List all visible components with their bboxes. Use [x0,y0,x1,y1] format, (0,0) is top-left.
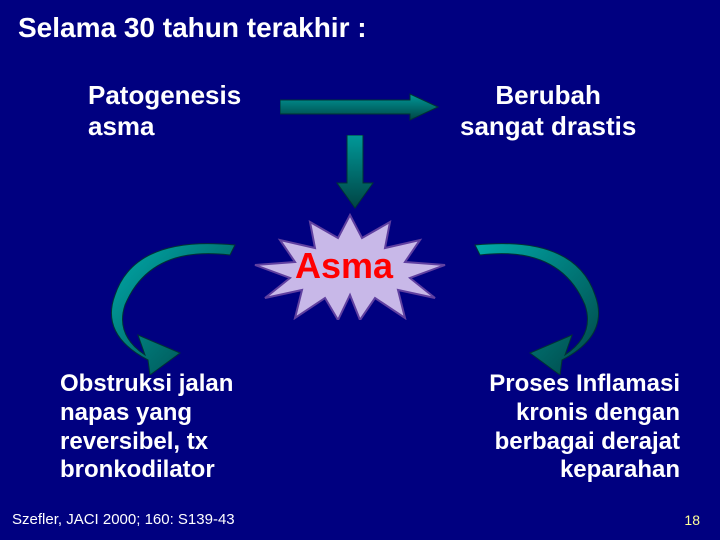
arrow-horizontal-icon [280,92,440,122]
text-bottom-left: Obstruksi jalannapas yangreversibel, txb… [60,370,233,485]
text-top-right: Berubahsangat drastis [460,80,636,142]
curved-arrow-right-icon [460,235,620,375]
arrow-down-icon [335,135,375,210]
citation-text: Szefler, JACI 2000; 160: S139-43 [12,511,235,528]
center-label: Asma [295,245,393,287]
page-number: 18 [684,512,700,528]
text-top-left: Patogenesisasma [88,80,241,142]
text-bottom-right: Proses Inflamasi kronis dengan berbagai … [430,370,680,485]
slide-title: Selama 30 tahun terakhir : [18,12,367,44]
curved-arrow-left-icon [90,235,250,375]
